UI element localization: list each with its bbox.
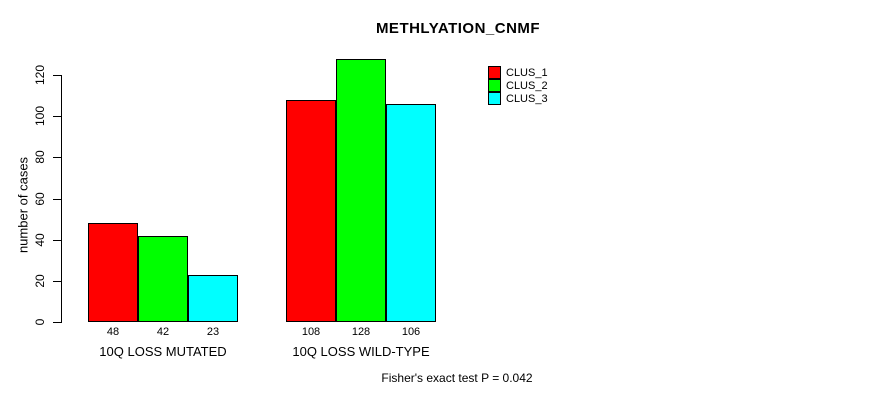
bar (88, 223, 138, 322)
legend-swatch-clus3 (488, 92, 501, 105)
legend-swatch-clus2 (488, 79, 501, 92)
y-tick (53, 116, 61, 117)
legend-item: CLUS_2 (488, 79, 548, 92)
bar (386, 104, 436, 322)
legend: CLUS_1 CLUS_2 CLUS_3 (488, 66, 548, 105)
y-tick (53, 240, 61, 241)
bar-value-label: 23 (206, 326, 220, 338)
bar-value-label: 106 (401, 326, 421, 338)
bar-value-label: 108 (301, 326, 321, 338)
y-tick (53, 75, 61, 76)
bar-value-label: 48 (106, 326, 120, 338)
chart-title: METHLYATION_CNMF (375, 20, 541, 37)
footnote-text: Fisher's exact test P = 0.042 (381, 371, 533, 385)
y-tick (53, 281, 61, 282)
y-tick (53, 322, 61, 323)
y-tick (53, 157, 61, 158)
bar-value-label: 128 (351, 326, 371, 338)
legend-swatch-clus1 (488, 66, 501, 79)
y-tick-label: 0 (33, 318, 47, 326)
bar (286, 100, 336, 322)
legend-item: CLUS_3 (488, 92, 548, 105)
bar (336, 59, 386, 322)
y-tick-label: 40 (33, 233, 47, 247)
y-tick-label: 60 (33, 192, 47, 206)
legend-label-clus2: CLUS_2 (506, 79, 548, 92)
legend-label-clus1: CLUS_1 (506, 66, 548, 79)
bar (188, 275, 238, 322)
y-tick-label: 20 (33, 274, 47, 288)
bar (138, 236, 188, 322)
x-category-label: 10Q LOSS WILD-TYPE (292, 344, 430, 359)
bar-value-label: 42 (156, 326, 170, 338)
y-tick-label: 120 (33, 64, 47, 86)
x-category-label: 10Q LOSS MUTATED (99, 344, 227, 359)
y-axis-line (61, 75, 62, 323)
y-tick (53, 199, 61, 200)
y-tick-label: 80 (33, 150, 47, 164)
legend-label-clus3: CLUS_3 (506, 92, 548, 105)
legend-item: CLUS_1 (488, 66, 548, 79)
y-tick-label: 100 (33, 105, 47, 127)
